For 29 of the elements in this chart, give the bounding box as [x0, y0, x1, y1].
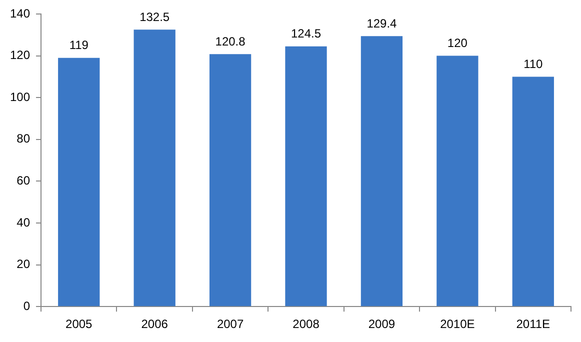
x-tick-label: 2010E: [440, 317, 475, 332]
x-tick-label: 2009: [368, 317, 396, 332]
x-tick-label: 2006: [141, 317, 168, 332]
bar: [134, 30, 176, 306]
y-tick-label: 20: [16, 257, 30, 272]
bar: [436, 56, 478, 306]
data-label: 124.5: [290, 26, 322, 41]
data-label: 119: [69, 38, 89, 52]
x-tick-label: 2005: [66, 317, 93, 332]
bar: [58, 58, 100, 306]
bar: [360, 36, 403, 306]
y-tick-label: 60: [16, 174, 30, 188]
bar: [285, 46, 327, 306]
data-label: 120.8: [215, 34, 246, 48]
bar: [209, 54, 252, 306]
y-tick-label: 40: [16, 215, 30, 230]
data-label: 110: [524, 57, 544, 72]
data-label: 132.5: [140, 10, 170, 24]
y-tick-label: 100: [10, 90, 30, 104]
y-tick-label: 0: [23, 298, 30, 313]
data-label: 120: [447, 36, 468, 50]
x-tick-label: 2011E: [516, 317, 550, 332]
y-tick-label: 140: [10, 6, 30, 20]
y-tick-label: 80: [16, 132, 30, 146]
data-label: 129.4: [366, 16, 398, 30]
bar: [512, 76, 554, 306]
y-tick-label: 120: [10, 48, 30, 62]
x-tick-label: 2007: [216, 317, 244, 332]
x-tick-label: 2008: [292, 317, 320, 332]
